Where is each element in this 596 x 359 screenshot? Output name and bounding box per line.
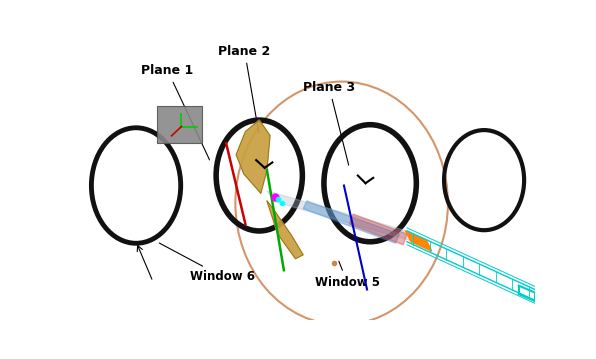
- Text: Plane 2: Plane 2: [219, 45, 271, 133]
- Text: Plane 3: Plane 3: [303, 81, 355, 165]
- Polygon shape: [349, 214, 407, 245]
- Text: Plane 1: Plane 1: [141, 64, 210, 160]
- Polygon shape: [405, 231, 432, 251]
- Polygon shape: [236, 120, 270, 193]
- Polygon shape: [303, 201, 399, 243]
- Polygon shape: [267, 201, 303, 259]
- Text: Window 6: Window 6: [159, 243, 255, 283]
- Polygon shape: [267, 191, 415, 242]
- FancyBboxPatch shape: [157, 106, 201, 143]
- Text: Window 5: Window 5: [315, 261, 380, 289]
